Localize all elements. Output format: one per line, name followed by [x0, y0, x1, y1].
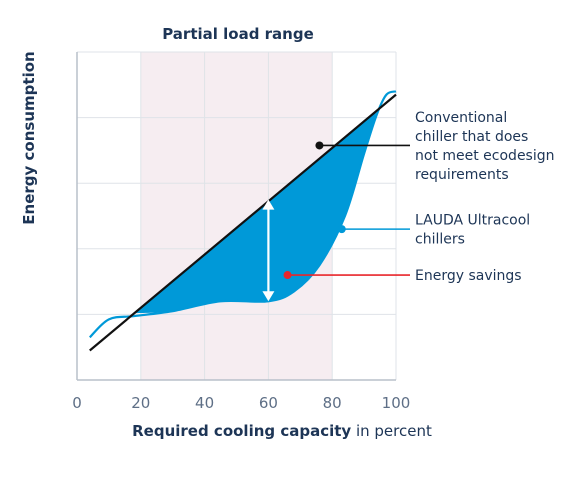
annotation-label: not meet ecodesign: [415, 148, 555, 164]
ultracool-curve: [88, 90, 397, 339]
x-axis-title-bold: Required cooling capacity: [132, 422, 351, 440]
annotation-label: requirements: [415, 167, 509, 183]
chart-title: Partial load range: [162, 25, 314, 43]
annotation-dot: [337, 225, 346, 234]
y-axis-title: Energy consumption: [20, 51, 38, 224]
x-tick-label: 60: [259, 394, 278, 412]
arrow-head-down: [262, 291, 275, 302]
annotation-dot: [315, 141, 324, 150]
x-tick-labels: 0 20 40 60 80 100: [72, 394, 410, 412]
x-tick-label: 100: [382, 394, 411, 412]
conventional-chiller-line: [89, 93, 397, 352]
x-tick-label: 20: [131, 394, 150, 412]
annotation-label: chillers: [415, 232, 465, 248]
x-axis-title-rest: in percent: [351, 422, 432, 440]
axes: [76, 52, 396, 381]
x-tick-label: 40: [195, 394, 214, 412]
annotations: Conventional chiller that does not meet ec…: [283, 110, 555, 284]
annotation-label: Energy savings: [415, 268, 522, 284]
x-tick-label: 0: [72, 394, 82, 412]
savings-arrow: [262, 199, 275, 302]
annotation-label: chiller that does: [415, 129, 528, 145]
x-tick-label: 80: [323, 394, 342, 412]
annotation-label: Conventional: [415, 110, 507, 126]
annotation-dot: [283, 271, 292, 280]
arrow-head-up: [262, 199, 275, 210]
x-axis-title: Required cooling capacity in percent: [132, 422, 432, 440]
annotation-label: LAUDA Ultracool: [415, 213, 530, 229]
